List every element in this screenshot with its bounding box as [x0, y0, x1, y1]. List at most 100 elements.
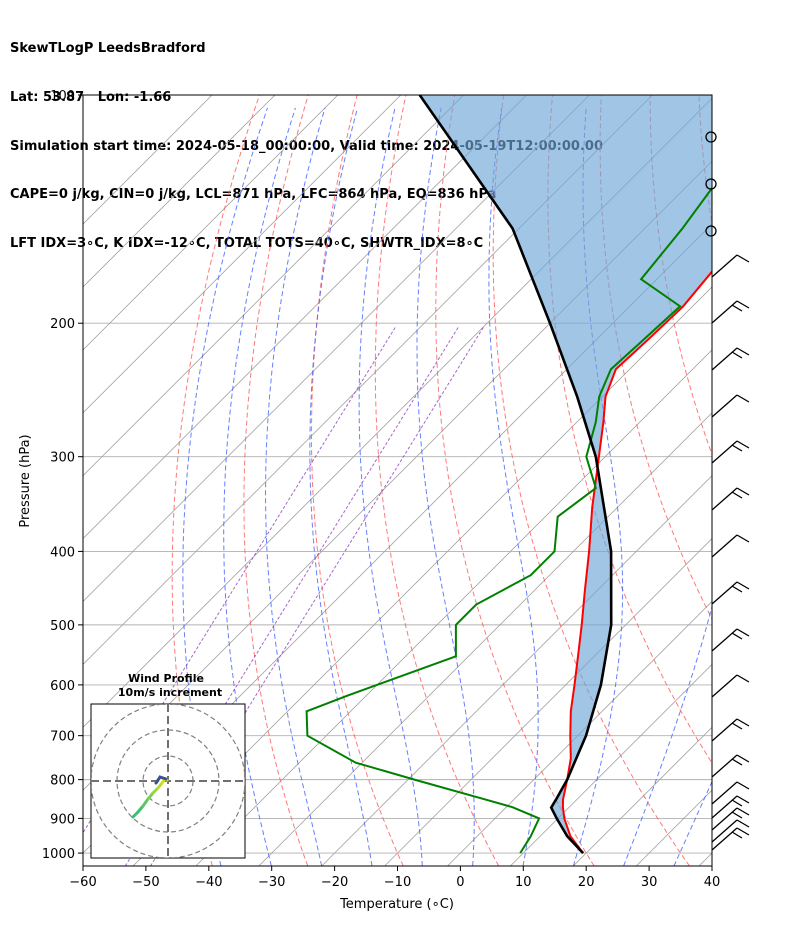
barb-flag [736, 581, 750, 590]
y-tick-label: 100 [50, 89, 75, 104]
barb-flag [736, 534, 750, 543]
y-tick-label: 500 [50, 619, 75, 634]
wind-profile-subtitle: 10m/s increment [118, 686, 222, 699]
isotherm [762, 95, 794, 866]
barb-flag [736, 254, 750, 263]
y-tick-label: 800 [50, 774, 75, 789]
barb-flag [731, 444, 743, 452]
y-axis: 100 200 300 400 500 600 700 800 900 1000 [42, 89, 83, 862]
barb-staff [711, 347, 738, 371]
isotherm [321, 475, 712, 866]
dry-adiabat [243, 95, 309, 866]
moist-adiabat [623, 604, 712, 866]
barb-flag [731, 351, 743, 359]
barb-staff [711, 534, 738, 558]
wind-barb [711, 807, 750, 831]
wind-barb [711, 827, 750, 851]
x-tick-label: 20 [578, 875, 595, 890]
moist-adiabat [358, 107, 423, 866]
moist-adiabat [264, 107, 326, 866]
barb-flag [731, 632, 743, 640]
wind-profile-title: Wind Profile [128, 672, 204, 685]
calm-wind-marker [705, 178, 717, 190]
profile-lines [305, 95, 712, 854]
wind-barb [711, 781, 750, 805]
calm-wind-marker [705, 225, 717, 237]
barb-staff [711, 795, 738, 819]
barb-flag [731, 491, 743, 499]
wind-barb [711, 628, 750, 652]
y-axis-label: Pressure (hPa) [18, 434, 33, 527]
wind-barb [711, 795, 750, 819]
barb-flag [736, 754, 750, 763]
barb-staff [711, 781, 738, 805]
isotherm [83, 95, 402, 414]
x-tick-label: −50 [132, 875, 159, 890]
barb-staff [711, 300, 738, 324]
barb-flag [731, 722, 743, 730]
isotherm [132, 286, 712, 866]
barb-flag [736, 807, 750, 816]
barb-flag [736, 781, 750, 790]
y-tick-label: 400 [50, 545, 75, 560]
x-tick-label: 40 [704, 875, 721, 890]
barb-flag [736, 674, 750, 683]
isotherm [195, 349, 712, 866]
isotherm [573, 726, 712, 866]
x-tick-label: −30 [258, 875, 285, 890]
hodograph-segment [154, 775, 168, 785]
title-line-station: SkewTLogP LeedsBradford [10, 41, 206, 57]
dewpoint-line [305, 186, 712, 854]
wind-profile-inset: Wind Profile 10m/s increment [90, 672, 246, 859]
temperature-line [561, 270, 712, 854]
x-axis-label: Temperature (∘C) [339, 897, 454, 912]
title-line-indices: LFT IDX=3∘C, K IDX=-12∘C, TOTAL TOTS=40∘… [10, 235, 484, 251]
moist-adiabat [488, 107, 539, 866]
x-axis: −60 −50 −40 −30 −20 −10 0 10 20 30 40 [69, 866, 720, 890]
parcel-line [418, 95, 613, 854]
wind-barb [711, 347, 750, 371]
wind-barb [711, 487, 750, 511]
wind-barb [711, 819, 750, 843]
x-tick-label: −10 [384, 875, 411, 890]
title-line-stability: CAPE=0 j/kg, CIN=0 j/kg, LCL=871 hPa, LF… [10, 187, 497, 203]
calm-wind-marker [705, 131, 717, 143]
isotherm [510, 663, 712, 866]
barb-staff [711, 754, 738, 778]
y-tick-label: 600 [50, 679, 75, 694]
barb-staff [711, 819, 738, 843]
moist-adiabat [309, 107, 373, 866]
x-tick-label: −40 [195, 875, 222, 890]
y-tick-label: 1000 [42, 847, 75, 862]
wind-barb [711, 718, 750, 742]
cape-cin-shading [419, 95, 712, 854]
barb-flag [731, 811, 743, 819]
barb-flag [736, 394, 750, 403]
wind-barb [711, 534, 750, 558]
isotherm [83, 95, 590, 603]
moist-adiabat [572, 107, 624, 866]
barb-staff [711, 440, 738, 464]
barb-flag [731, 585, 743, 593]
y-tick-label: 700 [50, 730, 75, 745]
wind-barb [711, 300, 750, 324]
isotherm [258, 412, 712, 866]
wind-barbs [705, 131, 750, 851]
isotherm [83, 95, 527, 540]
barb-flag [736, 827, 750, 836]
dry-adiabat [748, 95, 794, 866]
hodograph-trace [131, 775, 169, 819]
barb-flag [736, 718, 750, 727]
barb-staff [711, 718, 738, 742]
dry-adiabat [698, 95, 712, 227]
barb-staff [711, 628, 738, 652]
wind-barb [711, 754, 750, 778]
moist-adiabat [673, 780, 712, 866]
moist-adiabat [182, 107, 268, 866]
barb-flag [736, 628, 750, 637]
barb-flag [736, 300, 750, 309]
wind-barb [711, 674, 750, 698]
x-tick-label: −60 [69, 875, 96, 890]
barb-staff [711, 487, 738, 511]
